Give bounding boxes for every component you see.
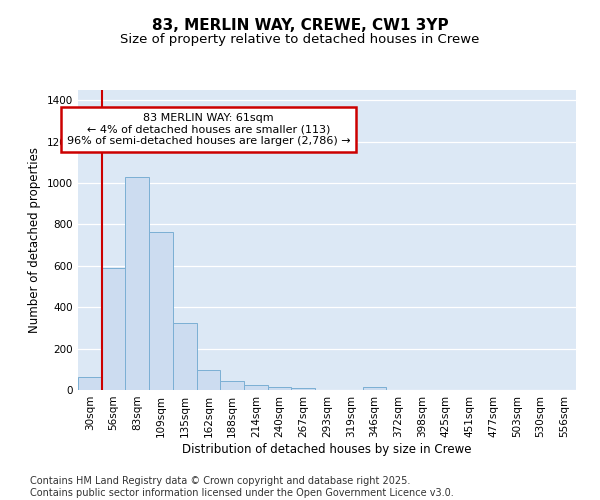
Text: Contains HM Land Registry data © Crown copyright and database right 2025.
Contai: Contains HM Land Registry data © Crown c… [30,476,454,498]
Text: 83, MERLIN WAY, CREWE, CW1 3YP: 83, MERLIN WAY, CREWE, CW1 3YP [152,18,448,32]
Bar [173,323,197,390]
Bar [125,177,149,390]
Text: 83 MERLIN WAY: 61sqm
← 4% of detached houses are smaller (113)
96% of semi-detac: 83 MERLIN WAY: 61sqm ← 4% of detached ho… [67,113,350,146]
Bar [78,376,102,390]
Bar [197,370,220,390]
Text: Size of property relative to detached houses in Crewe: Size of property relative to detached ho… [121,32,479,46]
X-axis label: Distribution of detached houses by size in Crewe: Distribution of detached houses by size … [182,442,472,456]
Bar [292,388,315,390]
Y-axis label: Number of detached properties: Number of detached properties [28,147,41,333]
Bar [220,382,244,390]
Bar [149,232,173,390]
Bar [102,268,125,390]
Bar [362,387,386,390]
Bar [268,387,292,390]
Bar [244,386,268,390]
